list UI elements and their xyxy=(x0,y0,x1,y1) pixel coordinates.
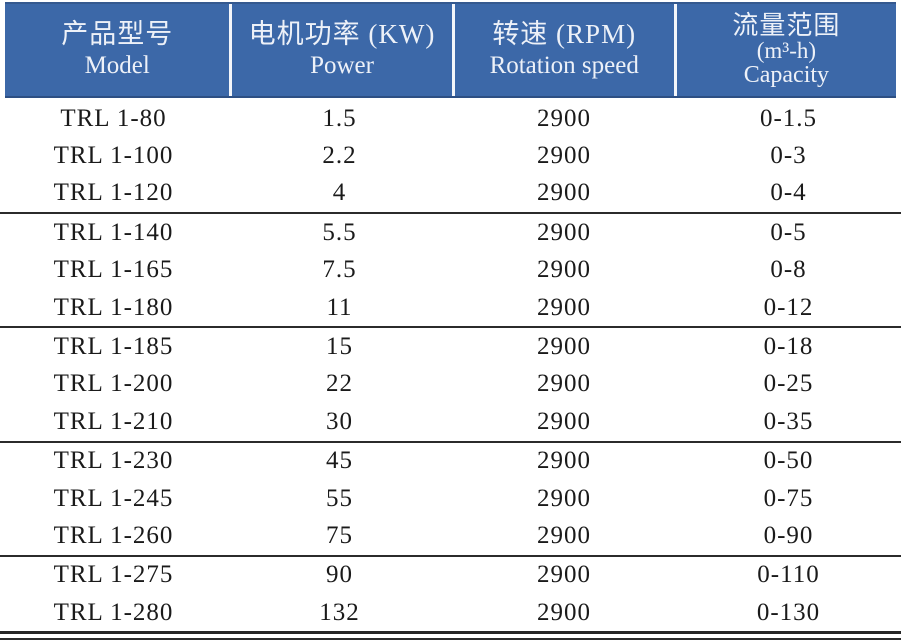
header-speed-zh: 转速 (RPM) xyxy=(492,19,637,50)
capacity-cell: 0-1.5 xyxy=(759,104,818,132)
speed-cell: 2900 xyxy=(537,447,591,475)
speed-cell: 2900 xyxy=(537,179,591,207)
model-cell: TRL 1-210 xyxy=(53,407,174,435)
header-speed-en: Rotation speed xyxy=(489,52,639,80)
header-power-en: Power xyxy=(310,52,374,80)
capacity-cell: 0-35 xyxy=(763,407,814,435)
table-row: TRL 1-180 11 2900 0-12 xyxy=(0,289,901,329)
header-model-en: Model xyxy=(84,52,150,80)
header-power-zh: 电机功率 (KW) xyxy=(248,19,436,50)
table-row: TRL 1-100 2.2 2900 0-3 xyxy=(0,137,901,174)
table-row: TRL 1-210 30 2900 0-35 xyxy=(0,403,901,443)
capacity-cell: 0-8 xyxy=(770,256,807,284)
table-row: TRL 1-260 75 2900 0-90 xyxy=(0,517,901,557)
power-cell: 75 xyxy=(326,521,353,549)
speed-cell: 2900 xyxy=(537,218,591,246)
power-cell: 1.5 xyxy=(322,104,357,132)
capacity-cell: 0-12 xyxy=(763,293,814,321)
power-cell: 22 xyxy=(326,370,353,398)
speed-cell: 2900 xyxy=(537,370,591,398)
capacity-cell: 0-75 xyxy=(763,484,814,512)
table-body: TRL 1-80 1.5 2900 0-1.5 TRL 1-100 2.2 29… xyxy=(0,100,901,631)
model-cell: TRL 1-200 xyxy=(53,370,174,398)
capacity-cell: 0-25 xyxy=(763,370,814,398)
power-cell: 55 xyxy=(326,484,353,512)
header-col-model: 产品型号 Model xyxy=(5,4,229,96)
speed-cell: 2900 xyxy=(537,333,591,361)
model-cell: TRL 1-140 xyxy=(53,218,174,246)
table-row: TRL 1-80 1.5 2900 0-1.5 xyxy=(0,100,901,137)
speed-cell: 2900 xyxy=(537,598,591,626)
table-bottom-double-rule xyxy=(0,631,901,641)
speed-cell: 2900 xyxy=(537,407,591,435)
model-cell: TRL 1-180 xyxy=(53,293,174,321)
table-row: TRL 1-280 132 2900 0-130 xyxy=(0,594,901,631)
power-cell: 5.5 xyxy=(322,218,357,246)
power-cell: 132 xyxy=(319,598,360,626)
model-cell: TRL 1-230 xyxy=(53,447,174,475)
power-cell: 2.2 xyxy=(322,142,357,170)
table-row: TRL 1-185 15 2900 0-18 xyxy=(0,328,901,365)
table-row: TRL 1-230 45 2900 0-50 xyxy=(0,443,901,480)
header-capacity-en: Capacity xyxy=(743,62,830,89)
power-cell: 7.5 xyxy=(322,256,357,284)
model-cell: TRL 1-80 xyxy=(60,104,167,132)
speed-cell: 2900 xyxy=(537,293,591,321)
model-cell: TRL 1-100 xyxy=(53,142,174,170)
capacity-cell: 0-90 xyxy=(763,521,814,549)
capacity-cell: 0-110 xyxy=(757,561,820,589)
header-model-zh: 产品型号 xyxy=(61,19,174,50)
header-col-power: 电机功率 (KW) Power xyxy=(229,4,451,96)
speed-cell: 2900 xyxy=(537,256,591,284)
power-cell: 45 xyxy=(326,447,353,475)
capacity-cell: 0-5 xyxy=(770,218,807,246)
table-row: TRL 1-245 55 2900 0-75 xyxy=(0,480,901,517)
speed-cell: 2900 xyxy=(537,104,591,132)
table-row: TRL 1-165 7.5 2900 0-8 xyxy=(0,252,901,289)
capacity-cell: 0-130 xyxy=(756,598,821,626)
header-capacity-zh: 流量范围 xyxy=(732,10,841,40)
power-cell: 90 xyxy=(326,561,353,589)
model-cell: TRL 1-165 xyxy=(53,256,174,284)
table-row: TRL 1-200 22 2900 0-25 xyxy=(0,366,901,403)
model-cell: TRL 1-280 xyxy=(53,598,174,626)
model-cell: TRL 1-260 xyxy=(53,521,174,549)
power-cell: 15 xyxy=(326,333,353,361)
capacity-cell: 0-18 xyxy=(763,333,814,361)
header-col-capacity: 流量范围 (m³-h) Capacity xyxy=(673,4,896,96)
speed-cell: 2900 xyxy=(537,561,591,589)
table-row: TRL 1-275 90 2900 0-110 xyxy=(0,557,901,594)
header-capacity-unit: (m³-h) xyxy=(756,37,817,63)
model-cell: TRL 1-120 xyxy=(53,179,174,207)
speed-cell: 2900 xyxy=(537,521,591,549)
model-cell: TRL 1-275 xyxy=(53,561,174,589)
speed-cell: 2900 xyxy=(537,484,591,512)
power-cell: 4 xyxy=(332,179,347,207)
table-row: TRL 1-120 4 2900 0-4 xyxy=(0,175,901,215)
header-col-speed: 转速 (RPM) Rotation speed xyxy=(451,4,674,96)
capacity-cell: 0-50 xyxy=(763,447,814,475)
power-cell: 11 xyxy=(326,293,353,321)
model-cell: TRL 1-245 xyxy=(53,484,174,512)
capacity-cell: 0-3 xyxy=(770,142,807,170)
power-cell: 30 xyxy=(326,407,353,435)
model-cell: TRL 1-185 xyxy=(53,333,174,361)
table-header-row: 产品型号 Model 电机功率 (KW) Power 转速 (RPM) Rota… xyxy=(5,2,896,98)
speed-cell: 2900 xyxy=(537,142,591,170)
table-row: TRL 1-140 5.5 2900 0-5 xyxy=(0,214,901,251)
capacity-cell: 0-4 xyxy=(770,179,807,207)
